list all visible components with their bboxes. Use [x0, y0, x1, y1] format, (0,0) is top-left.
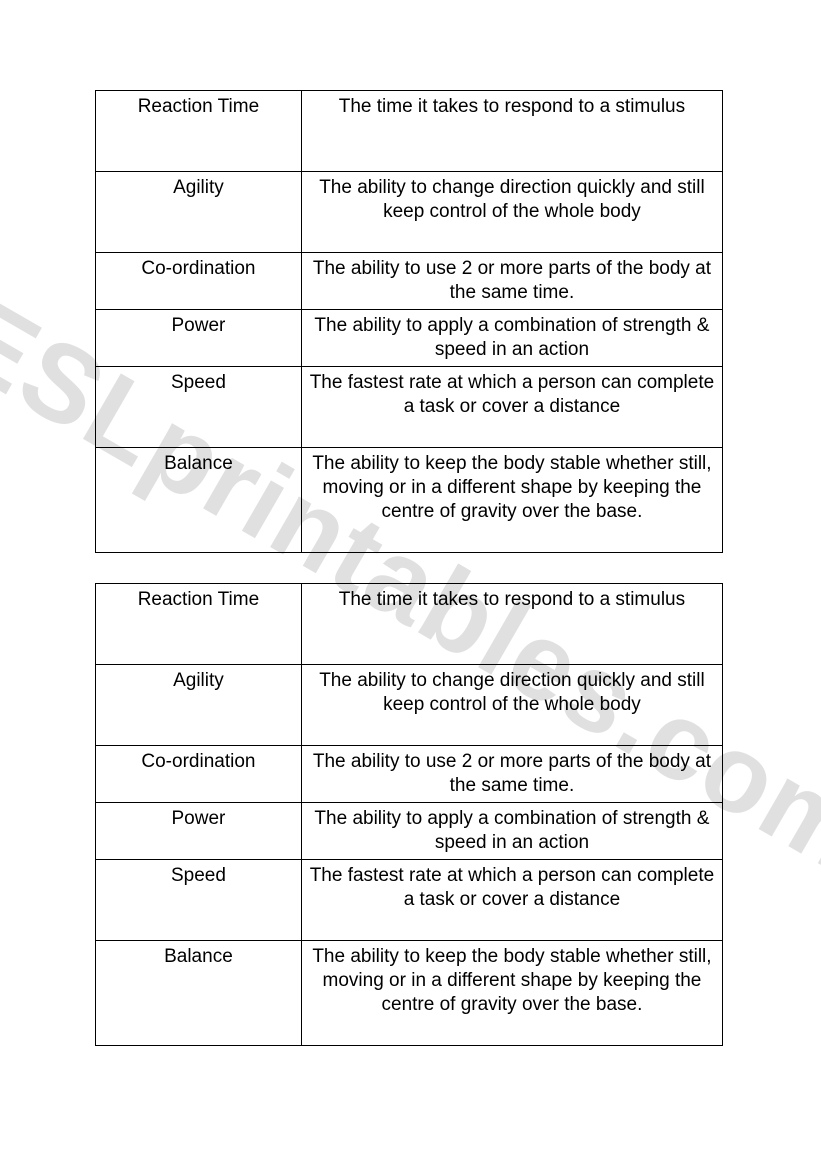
table-row: Speed The fastest rate at which a person…: [96, 860, 723, 941]
table-row: Reaction Time The time it takes to respo…: [96, 91, 723, 172]
definition-cell: The fastest rate at which a person can c…: [301, 367, 722, 448]
term-cell: Reaction Time: [96, 91, 302, 172]
table-row: Co-ordination The ability to use 2 or mo…: [96, 746, 723, 803]
table-row: Balance The ability to keep the body sta…: [96, 941, 723, 1046]
term-cell: Balance: [96, 448, 302, 553]
table-row: Agility The ability to change direction …: [96, 665, 723, 746]
table-row: Agility The ability to change direction …: [96, 172, 723, 253]
definition-cell: The ability to change direction quickly …: [301, 172, 722, 253]
definition-cell: The ability to use 2 or more parts of th…: [301, 746, 722, 803]
definitions-table-2: Reaction Time The time it takes to respo…: [95, 583, 723, 1046]
term-cell: Power: [96, 310, 302, 367]
definition-cell: The time it takes to respond to a stimul…: [301, 584, 722, 665]
term-cell: Agility: [96, 665, 302, 746]
term-cell: Co-ordination: [96, 746, 302, 803]
table-row: Reaction Time The time it takes to respo…: [96, 584, 723, 665]
definition-cell: The ability to keep the body stable whet…: [301, 941, 722, 1046]
table-row: Power The ability to apply a combination…: [96, 310, 723, 367]
definition-cell: The ability to apply a combination of st…: [301, 803, 722, 860]
table-row: Power The ability to apply a combination…: [96, 803, 723, 860]
definition-cell: The ability to use 2 or more parts of th…: [301, 253, 722, 310]
term-cell: Power: [96, 803, 302, 860]
definition-cell: The time it takes to respond to a stimul…: [301, 91, 722, 172]
definition-cell: The ability to keep the body stable whet…: [301, 448, 722, 553]
term-cell: Co-ordination: [96, 253, 302, 310]
table-row: Co-ordination The ability to use 2 or mo…: [96, 253, 723, 310]
document-page: Reaction Time The time it takes to respo…: [0, 0, 821, 1046]
definition-cell: The ability to change direction quickly …: [301, 665, 722, 746]
definition-cell: The ability to apply a combination of st…: [301, 310, 722, 367]
definitions-table-1: Reaction Time The time it takes to respo…: [95, 90, 723, 553]
table-row: Speed The fastest rate at which a person…: [96, 367, 723, 448]
definition-cell: The fastest rate at which a person can c…: [301, 860, 722, 941]
term-cell: Agility: [96, 172, 302, 253]
term-cell: Balance: [96, 941, 302, 1046]
term-cell: Reaction Time: [96, 584, 302, 665]
table-row: Balance The ability to keep the body sta…: [96, 448, 723, 553]
term-cell: Speed: [96, 860, 302, 941]
term-cell: Speed: [96, 367, 302, 448]
